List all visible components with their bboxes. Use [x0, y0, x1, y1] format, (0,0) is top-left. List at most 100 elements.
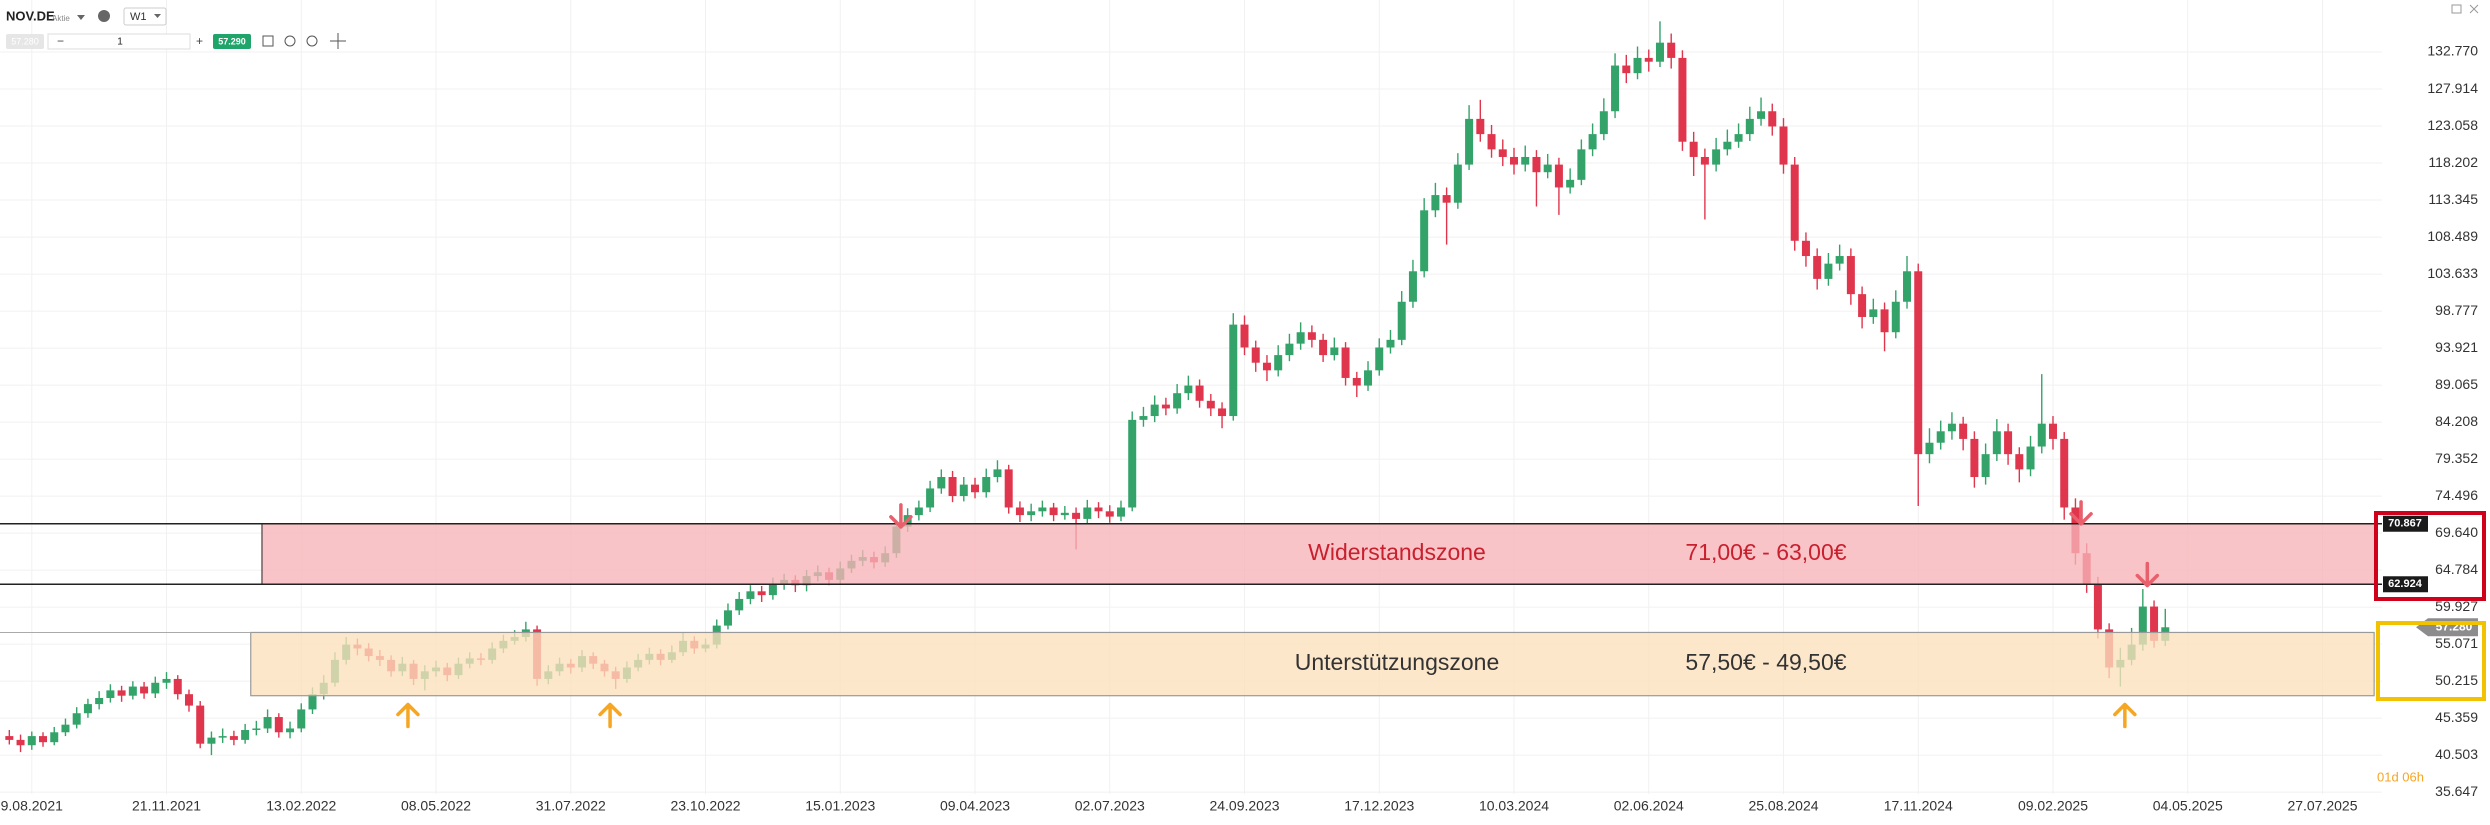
candle-body — [937, 477, 946, 489]
minus-button[interactable]: − — [57, 34, 64, 48]
candle-body — [1330, 347, 1339, 356]
candle-body — [263, 717, 272, 729]
y-tick-label: 45.359 — [2435, 709, 2478, 725]
candle-body — [2138, 606, 2147, 645]
candle-body — [207, 737, 216, 744]
candle-body — [1532, 156, 1541, 173]
resistance-tag-frame — [2374, 511, 2486, 601]
candle-body — [1218, 408, 1227, 417]
candle-body — [1465, 118, 1474, 165]
candle-body — [1341, 347, 1350, 378]
chart-type-icon[interactable] — [262, 35, 274, 47]
candle-body — [1936, 431, 1945, 443]
candle-body — [140, 686, 149, 694]
candle-body — [1386, 339, 1395, 348]
candle-body — [2026, 446, 2035, 470]
candle-body — [2093, 583, 2102, 630]
candle-body — [274, 717, 283, 733]
arrow-marker — [396, 702, 420, 729]
plus-button[interactable]: + — [196, 34, 203, 48]
candle-body — [1195, 385, 1204, 401]
zoom-in-icon[interactable] — [306, 35, 318, 47]
bid-badge[interactable] — [6, 34, 44, 49]
quantity: 1 — [117, 37, 123, 48]
candle-body — [2015, 454, 2024, 470]
candle-body — [184, 694, 193, 706]
candle-body — [1633, 57, 1642, 74]
y-tick-label: 35.647 — [2435, 783, 2478, 799]
candle-body — [1992, 431, 2001, 455]
y-tick-label: 59.927 — [2435, 598, 2478, 614]
candle-body — [2037, 423, 2046, 447]
arrow-marker — [2069, 500, 2093, 526]
zone — [261, 523, 2375, 585]
interval: W1 — [130, 11, 147, 23]
x-tick-label: 9.08.2021 — [1, 798, 63, 814]
candle-body — [1408, 271, 1417, 302]
candle-body — [982, 477, 991, 493]
candle-body — [83, 704, 92, 714]
candle-body — [1745, 118, 1754, 135]
candle-body — [1599, 111, 1608, 135]
y-tick-label: 108.489 — [2427, 228, 2478, 244]
candle-body — [1420, 210, 1429, 272]
candle-body — [1262, 362, 1271, 371]
candle-body — [16, 739, 25, 746]
interval-caret — [154, 14, 161, 18]
candle-body — [1689, 141, 1698, 157]
info-icon[interactable] — [98, 10, 110, 22]
candle-body — [1352, 377, 1361, 386]
y-tick-label: 84.208 — [2435, 413, 2478, 429]
candle-body — [1554, 164, 1563, 188]
crosshair-icon[interactable] — [330, 33, 346, 49]
candle-body — [959, 484, 968, 497]
candle-body — [95, 697, 104, 705]
candle-body — [1914, 271, 1923, 455]
x-tick-label: 17.12.2023 — [1344, 798, 1414, 814]
symbol-dropdown[interactable] — [77, 15, 85, 20]
candle-body — [1678, 57, 1687, 142]
candle-body — [1925, 442, 1934, 455]
candle-body — [229, 736, 238, 740]
x-tick-label: 09.04.2023 — [940, 798, 1010, 814]
candle-body — [1947, 423, 1956, 432]
candle-body — [218, 736, 227, 738]
candle-body — [1105, 511, 1114, 517]
y-tick-label: 69.640 — [2435, 524, 2478, 540]
x-tick-label: 15.01.2023 — [805, 798, 875, 814]
candle-body — [1566, 179, 1575, 188]
candle-body — [39, 736, 48, 743]
candle-body — [1139, 416, 1148, 420]
ask-badge[interactable] — [213, 34, 251, 49]
candle-body — [61, 724, 70, 733]
candle-body — [1543, 164, 1552, 173]
y-tick-label: 40.503 — [2435, 746, 2478, 762]
zone-label: Unterstützungszone — [1295, 649, 1500, 675]
quantity-input[interactable] — [47, 33, 191, 50]
candle-body — [1498, 149, 1507, 157]
zoom-out-icon[interactable] — [284, 35, 296, 47]
candle-body — [2060, 438, 2069, 508]
zone-price-tag — [2383, 576, 2428, 593]
x-tick-label: 31.07.2022 — [536, 798, 606, 814]
candle-body — [1296, 332, 1305, 344]
candle-body — [1734, 134, 1743, 142]
window-icon[interactable] — [2451, 4, 2462, 14]
candle-body — [1285, 343, 1294, 356]
zone-label: Widerstandszone — [1308, 539, 1486, 565]
candle-body — [1397, 301, 1406, 340]
close-icon[interactable] — [2469, 4, 2479, 14]
zone-price-tag — [2383, 515, 2428, 532]
candle-body — [1094, 507, 1103, 512]
interval-select[interactable] — [123, 7, 167, 26]
candle-body — [252, 728, 261, 730]
arrow-marker — [2113, 702, 2137, 729]
x-tick-label: 25.08.2024 — [1748, 798, 1818, 814]
candle-body — [993, 469, 1002, 478]
x-tick-label: 17.11.2024 — [1884, 798, 1953, 814]
candle-body — [1959, 423, 1968, 439]
candle-body — [1161, 404, 1170, 409]
symbol: NOV.DE — [6, 8, 55, 23]
candle-body — [241, 729, 250, 740]
